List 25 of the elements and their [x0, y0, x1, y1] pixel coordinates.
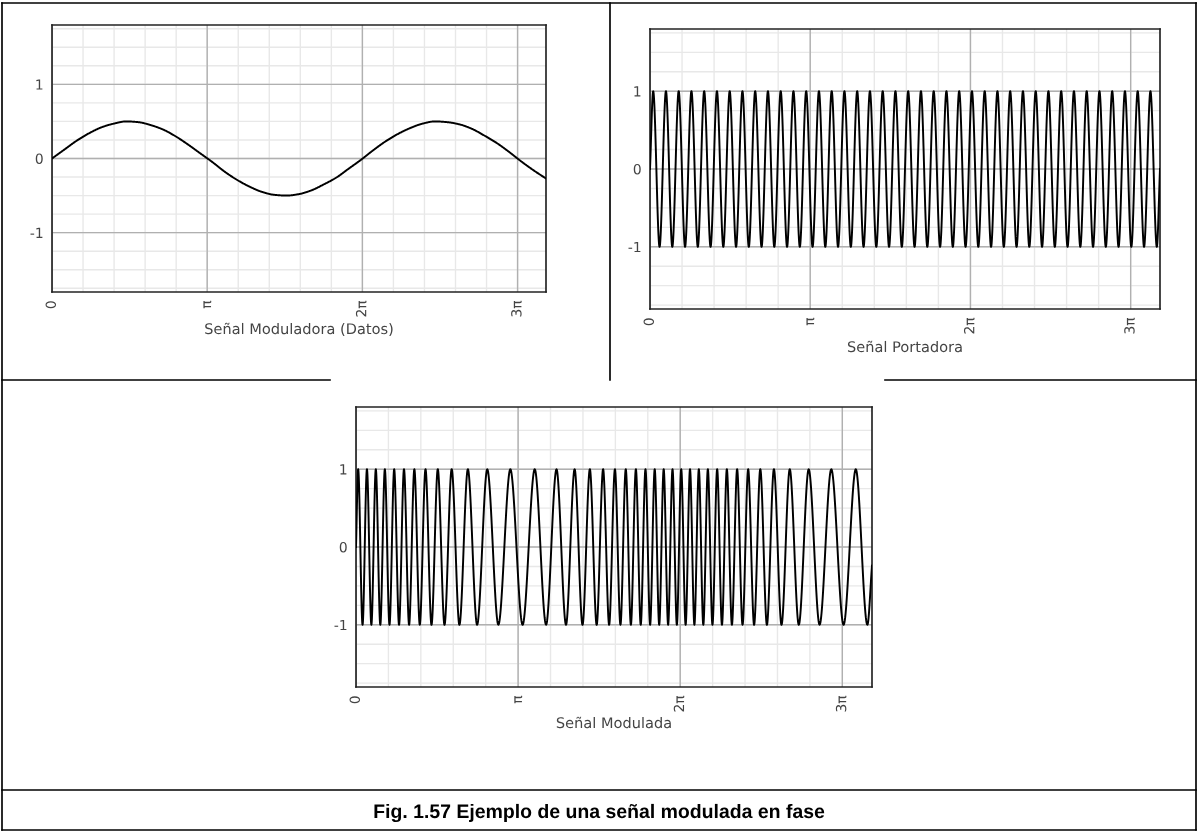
y-tick-label: 1 — [340, 464, 347, 475]
y-tick-label: -1 — [30, 227, 43, 238]
y-tick-label: -1 — [628, 241, 641, 253]
x-axis-title: Señal Portadora — [847, 340, 962, 353]
x-tick-label: π — [514, 695, 523, 704]
x-axis-title: Señal Moduladora (Datos) — [205, 322, 393, 336]
x-tick-label: 2π — [673, 695, 685, 712]
y-tick-label: -1 — [334, 619, 347, 631]
y-tick-label: 1 — [634, 86, 641, 97]
x-tick-label: 2π — [355, 300, 367, 317]
x-tick-label: 0 — [45, 301, 57, 309]
y-tick-label: 0 — [339, 541, 347, 553]
x-axis-title: Señal Modulada — [556, 716, 671, 729]
x-tick-label: 3π — [1124, 317, 1135, 334]
y-tick-label: 0 — [633, 163, 641, 175]
caption: Fig. 1.57 Ejemplo de una señal modulada en fase — [374, 803, 825, 823]
y-tick-label: 0 — [35, 153, 43, 164]
x-tick-label: 3π — [511, 300, 522, 317]
x-tick-label: 2π — [963, 317, 975, 334]
y-tick-label: 1 — [36, 79, 43, 90]
x-tick-label: 0 — [643, 318, 655, 326]
x-tick-label: 0 — [349, 696, 361, 704]
x-tick-label: π — [806, 317, 815, 326]
x-tick-label: π — [203, 300, 212, 309]
x-tick-label: 3π — [835, 695, 847, 712]
